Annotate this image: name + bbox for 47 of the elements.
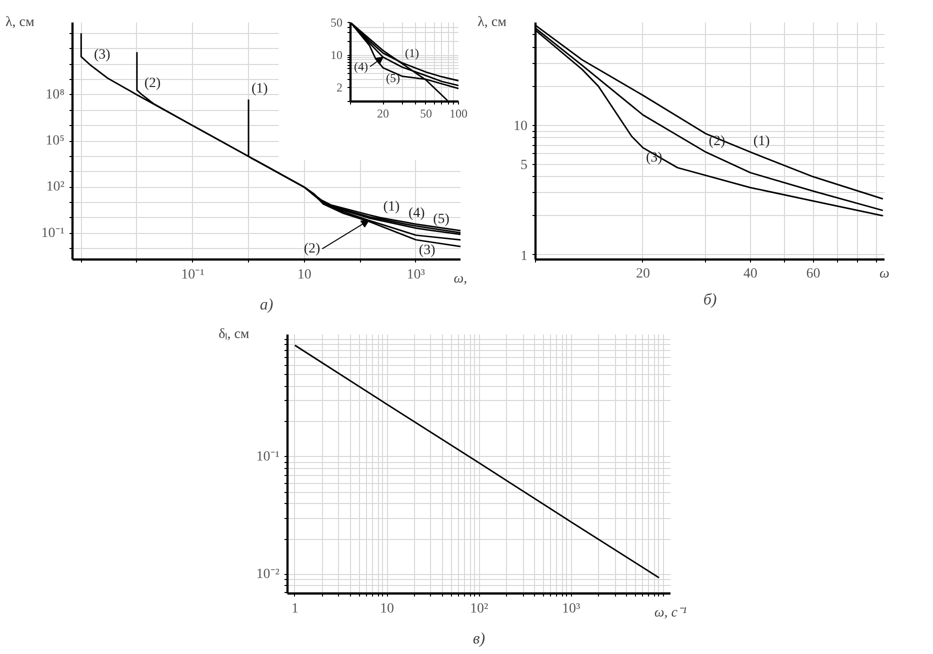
x-tick-label: 60	[806, 266, 820, 282]
annotation: (4)	[354, 60, 368, 74]
x-axis-title: ω,	[454, 272, 468, 286]
y-tick-label: 5	[520, 158, 528, 174]
x-axis-title: ω, с⁻¹	[654, 606, 686, 620]
y-tick-label: 10⁸	[46, 87, 65, 102]
annotation: (3)	[418, 242, 436, 258]
y-tick-label: 50	[330, 16, 342, 30]
x-tick-label: 40	[743, 266, 758, 282]
annotation: (2)	[708, 134, 726, 150]
y-tick-label: 2	[336, 80, 342, 94]
y-tick-label: 10²	[46, 180, 65, 195]
y-axis-title: λ, см	[5, 15, 34, 30]
annotation: (1)	[753, 134, 770, 150]
y-axis-title: λ, см	[478, 15, 507, 30]
x-tick-label: 50	[420, 106, 432, 120]
x-tick-label: 10	[297, 268, 312, 282]
y-tick-label: 10⁻¹	[41, 226, 65, 241]
text: а)	[260, 296, 274, 314]
x-tick-label: 20	[377, 106, 390, 120]
x-tick-label: 10³	[406, 268, 426, 282]
y-tick-label: 10⁵	[46, 134, 65, 148]
annotation: (5)	[386, 70, 400, 85]
annotation: (1)	[383, 200, 400, 215]
x-tick-label: 20	[636, 266, 650, 282]
y-tick-label: 10	[330, 48, 342, 62]
y-axis-title: δₗ, см	[218, 327, 249, 342]
text: б)	[703, 292, 717, 308]
y-tick-label: 10⁻²	[256, 567, 280, 582]
annotation: (2)	[144, 76, 162, 92]
text: в)	[472, 630, 485, 648]
y-tick-label: 1	[520, 248, 528, 264]
annotation: (5)	[433, 212, 450, 228]
x-tick-label: 10	[380, 602, 394, 616]
annotation: (1)	[252, 81, 268, 96]
annotation: (4)	[408, 206, 426, 222]
annotation: (3)	[94, 48, 111, 63]
x-tick-label: 100	[450, 106, 468, 120]
x-tick-label: 10²	[469, 602, 488, 616]
annotation: (1)	[405, 46, 420, 60]
x-axis-title: ω	[880, 266, 890, 282]
x-tick-label: 10⁻¹	[181, 268, 204, 282]
x-tick-label: 1	[290, 602, 298, 616]
y-tick-label: 10	[514, 119, 528, 134]
annotation: (3)	[646, 150, 663, 166]
annotation: (2)	[304, 241, 321, 256]
x-tick-label: 10³	[562, 602, 580, 616]
